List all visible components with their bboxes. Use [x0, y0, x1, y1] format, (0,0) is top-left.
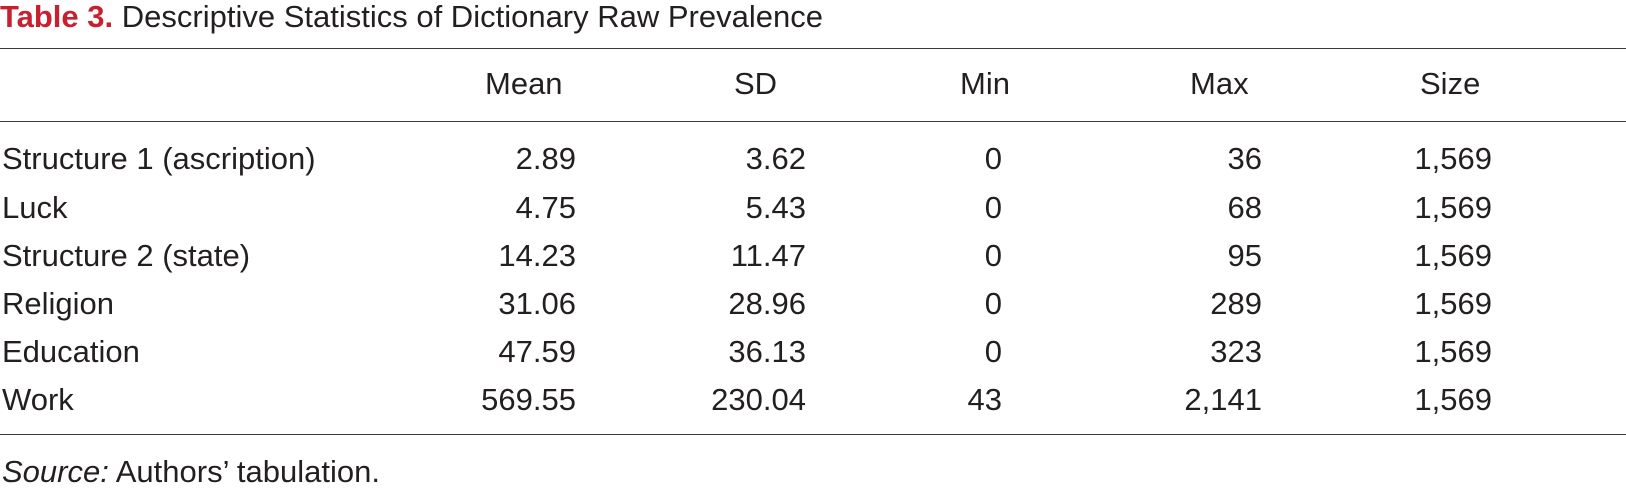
table-title: Descriptive Statistics of Dictionary Raw…: [121, 0, 823, 34]
cell-sd: 5.43: [745, 190, 806, 225]
header-sd: SD: [734, 66, 778, 101]
cell-sd: 3.62: [745, 141, 806, 176]
row-label: Structure 1 (ascription): [2, 141, 316, 176]
source-text: Authors’ tabulation.: [108, 454, 380, 489]
cell-min: 0: [984, 286, 1002, 321]
table-row: Religion 31.06 28.96 0 289 1,569: [0, 280, 1626, 328]
table-row: Structure 1 (ascription) 2.89 3.62 0 36 …: [0, 135, 1626, 183]
cell-mean: 569.55: [481, 382, 576, 417]
cell-sd: 28.96: [728, 286, 806, 321]
row-label: Education: [2, 334, 140, 369]
cell-min: 43: [967, 382, 1002, 417]
cell-mean: 47.59: [498, 334, 576, 369]
cell-sd: 11.47: [730, 238, 806, 273]
cell-min: 0: [984, 238, 1002, 273]
cell-size: 1,569: [1414, 141, 1492, 176]
cell-mean: 4.75: [515, 190, 576, 225]
cell-size: 1,569: [1414, 286, 1492, 321]
cell-mean: 14.23: [498, 238, 576, 273]
cell-min: 0: [984, 190, 1002, 225]
cell-mean: 2.89: [515, 141, 576, 176]
header-size: Size: [1420, 66, 1481, 101]
header-mean: Mean: [485, 66, 563, 101]
table-source-note: Source: Authors’ tabulation.: [2, 448, 380, 496]
cell-min: 0: [984, 334, 1002, 369]
table-row: Luck 4.75 5.43 0 68 1,569: [0, 184, 1626, 232]
source-label: Source:: [2, 454, 109, 489]
table-row: Education 47.59 36.13 0 323 1,569: [0, 328, 1626, 376]
header-min: Min: [960, 66, 1010, 101]
table-number-label: Table 3.: [0, 0, 114, 34]
row-label: Religion: [2, 286, 115, 321]
table-row: Structure 2 (state) 14.23 11.47 0 95 1,5…: [0, 232, 1626, 280]
header-max: Max: [1190, 66, 1249, 101]
cell-mean: 31.06: [498, 286, 576, 321]
row-label: Structure 2 (state): [2, 238, 251, 273]
row-label: Work: [2, 382, 74, 417]
table-row: Work 569.55 230.04 43 2,141 1,569: [0, 376, 1626, 424]
cell-sd: 36.13: [728, 334, 806, 369]
cell-max: 289: [1210, 286, 1262, 321]
row-label: Luck: [2, 190, 68, 225]
cell-size: 1,569: [1414, 190, 1492, 225]
bottom-rule: [0, 434, 1626, 435]
cell-max: 323: [1210, 334, 1262, 369]
cell-min: 0: [984, 141, 1002, 176]
table-caption: Table 3. Descriptive Statistics of Dicti…: [0, 0, 823, 40]
cell-max: 2,141: [1184, 382, 1262, 417]
cell-max: 36: [1227, 141, 1262, 176]
cell-size: 1,569: [1414, 334, 1492, 369]
cell-size: 1,569: [1414, 238, 1492, 273]
cell-max: 95: [1227, 238, 1262, 273]
header-rule: [0, 121, 1626, 122]
top-rule: [0, 48, 1626, 49]
cell-sd: 230.04: [711, 382, 806, 417]
cell-size: 1,569: [1414, 382, 1492, 417]
cell-max: 68: [1227, 190, 1262, 225]
